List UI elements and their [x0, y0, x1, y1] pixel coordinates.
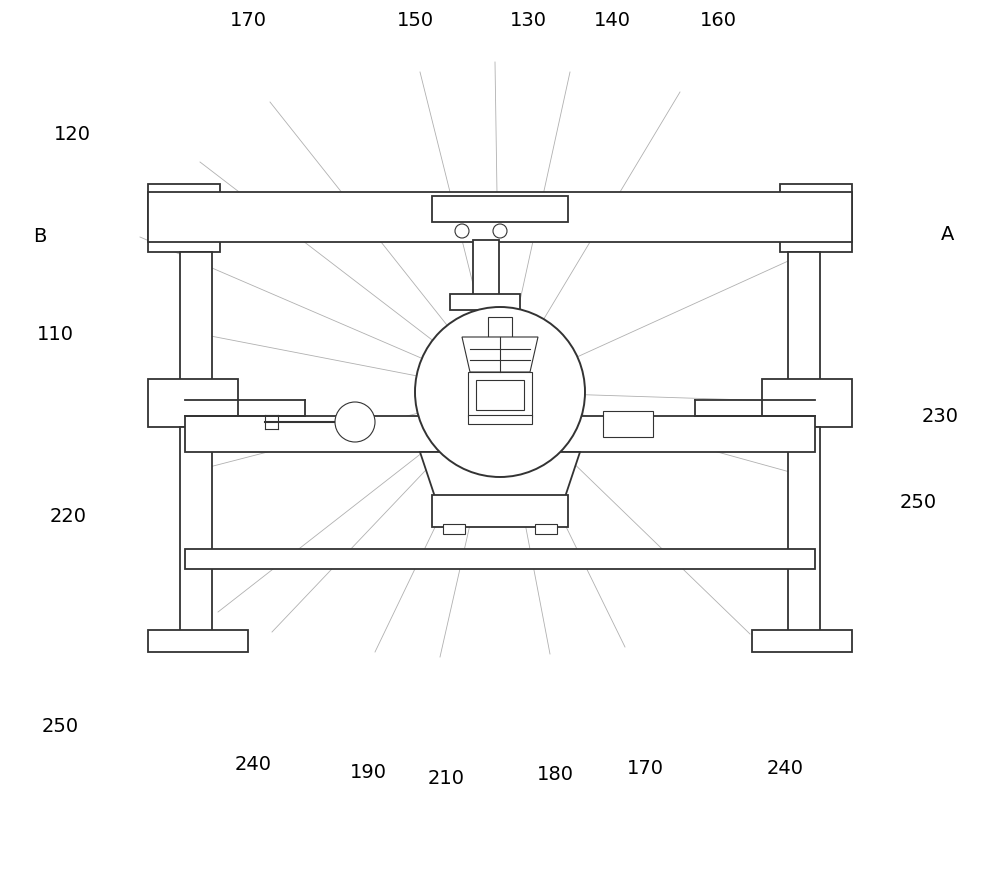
Text: 230: 230	[922, 407, 958, 427]
Text: 190: 190	[350, 763, 386, 781]
Bar	[450, 294, 520, 310]
Text: 170: 170	[626, 759, 664, 779]
Bar	[180, 427, 212, 632]
Text: 210: 210	[428, 768, 464, 788]
Text: 150: 150	[396, 11, 434, 29]
Bar	[185, 416, 815, 452]
Text: 250: 250	[899, 492, 937, 512]
Bar	[535, 524, 557, 534]
Bar	[603, 411, 653, 437]
Bar	[752, 630, 852, 652]
Circle shape	[415, 307, 585, 477]
Bar	[488, 317, 512, 337]
Text: A: A	[941, 225, 955, 243]
Text: B: B	[33, 228, 47, 246]
Text: 240: 240	[234, 754, 272, 774]
Bar	[468, 415, 532, 424]
Bar	[788, 252, 820, 392]
Bar	[432, 495, 568, 527]
Bar	[148, 184, 220, 252]
Text: 250: 250	[41, 717, 79, 736]
Bar	[148, 192, 852, 242]
Bar	[788, 427, 820, 632]
Bar	[473, 240, 499, 302]
Circle shape	[493, 224, 507, 238]
Bar	[443, 524, 465, 534]
Text: 110: 110	[36, 325, 74, 343]
Bar	[148, 630, 248, 652]
Bar	[476, 380, 524, 410]
Text: 170: 170	[230, 11, 266, 29]
Text: 160: 160	[700, 11, 736, 29]
Text: 140: 140	[594, 11, 631, 29]
Polygon shape	[420, 452, 580, 497]
Bar	[762, 379, 852, 427]
Text: 240: 240	[767, 759, 804, 779]
Bar	[432, 196, 568, 222]
Bar	[185, 549, 815, 569]
Text: 120: 120	[54, 124, 90, 144]
Text: 220: 220	[50, 507, 87, 527]
Circle shape	[335, 402, 375, 442]
Circle shape	[455, 224, 469, 238]
Bar	[468, 372, 532, 417]
Bar	[148, 379, 238, 427]
Text: 130: 130	[510, 11, 546, 29]
Polygon shape	[462, 337, 538, 372]
Bar	[180, 252, 212, 392]
Text: 180: 180	[536, 765, 574, 783]
Bar	[780, 184, 852, 252]
